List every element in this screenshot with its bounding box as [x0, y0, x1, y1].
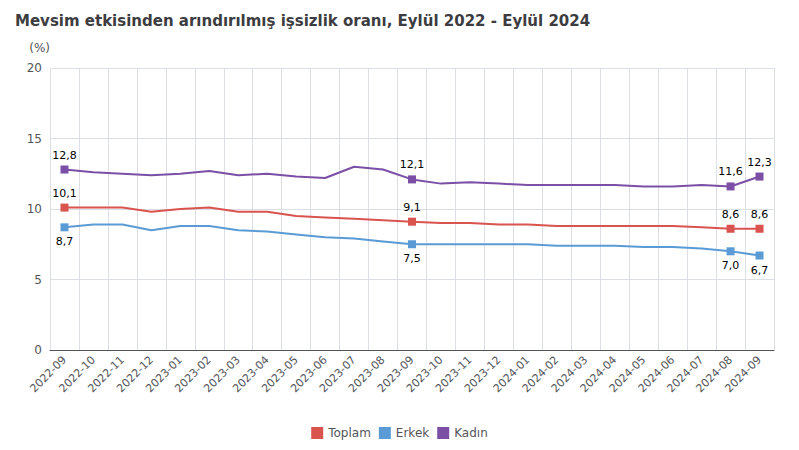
- svg-text:2023-02: 2023-02: [172, 353, 214, 396]
- svg-text:2024-03: 2024-03: [548, 353, 591, 396]
- svg-text:11,6: 11,6: [718, 165, 743, 178]
- svg-text:Mevsim etkisinden arındırılmış: Mevsim etkisinden arındırılmış işsizlik …: [15, 12, 590, 30]
- svg-text:2024-09: 2024-09: [722, 353, 764, 395]
- svg-text:2024-04: 2024-04: [577, 353, 620, 396]
- svg-text:2023-03: 2023-03: [201, 353, 243, 396]
- svg-text:5: 5: [34, 273, 42, 287]
- svg-text:2024-05: 2024-05: [606, 353, 649, 396]
- svg-text:2023-06: 2023-06: [288, 353, 330, 396]
- svg-text:2022-11: 2022-11: [85, 353, 127, 396]
- svg-text:8,6: 8,6: [751, 208, 769, 221]
- svg-text:10,1: 10,1: [52, 187, 77, 200]
- svg-text:2022-09: 2022-09: [27, 353, 70, 396]
- svg-text:Kadın: Kadın: [454, 426, 488, 440]
- svg-text:2023-04: 2023-04: [230, 353, 272, 396]
- svg-text:12,1: 12,1: [400, 158, 425, 171]
- svg-text:(%): (%): [29, 41, 50, 55]
- svg-text:2023-01: 2023-01: [143, 353, 185, 396]
- svg-text:2023-09: 2023-09: [374, 353, 417, 396]
- svg-text:2023-11: 2023-11: [432, 353, 475, 396]
- svg-text:15: 15: [27, 132, 42, 146]
- svg-text:12,3: 12,3: [747, 156, 772, 169]
- svg-text:12,8: 12,8: [52, 149, 77, 162]
- svg-text:2024-07: 2024-07: [664, 353, 707, 396]
- svg-text:2023-07: 2023-07: [317, 353, 359, 396]
- svg-text:20: 20: [27, 61, 42, 75]
- svg-text:9,1: 9,1: [403, 201, 421, 214]
- svg-text:2023-10: 2023-10: [403, 353, 446, 396]
- svg-text:2024-08: 2024-08: [693, 353, 736, 396]
- svg-text:6,7: 6,7: [751, 264, 769, 277]
- svg-text:7,5: 7,5: [403, 252, 421, 265]
- svg-text:2023-05: 2023-05: [259, 353, 301, 396]
- svg-text:Erkek: Erkek: [396, 426, 429, 440]
- svg-text:8,6: 8,6: [722, 208, 740, 221]
- svg-text:2024-06: 2024-06: [635, 353, 678, 396]
- svg-text:2022-12: 2022-12: [114, 353, 156, 396]
- svg-text:2024-01: 2024-01: [490, 353, 533, 396]
- svg-text:0: 0: [34, 343, 42, 357]
- svg-text:10: 10: [27, 202, 42, 216]
- svg-text:2023-12: 2023-12: [461, 353, 504, 396]
- svg-text:2024-02: 2024-02: [519, 353, 562, 396]
- svg-text:8,7: 8,7: [56, 235, 74, 248]
- svg-text:2023-08: 2023-08: [346, 353, 388, 396]
- svg-text:2022-10: 2022-10: [56, 353, 98, 396]
- svg-text:Toplam: Toplam: [327, 426, 371, 440]
- svg-text:7,0: 7,0: [722, 259, 740, 272]
